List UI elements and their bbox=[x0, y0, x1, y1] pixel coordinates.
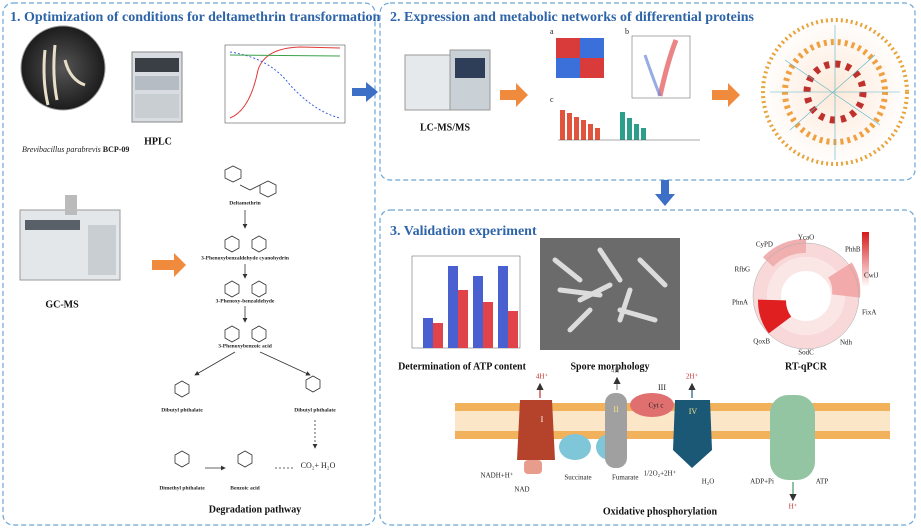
gcms-instrument bbox=[19, 195, 121, 281]
subpanel-letter: a bbox=[550, 27, 554, 36]
atp-bar-chart bbox=[411, 255, 521, 349]
gene-label: Ndh bbox=[840, 339, 853, 347]
arrow bbox=[152, 253, 186, 277]
protein-network bbox=[759, 16, 911, 168]
arrow bbox=[352, 82, 378, 102]
hplc-instrument bbox=[131, 51, 183, 123]
oxphos-title: Oxidative phosphorylation bbox=[603, 506, 718, 517]
heatmap bbox=[556, 38, 604, 78]
panel-border bbox=[379, 209, 916, 526]
gene-label: QoxB bbox=[753, 338, 770, 346]
molecules bbox=[174, 165, 321, 468]
fumarate: Fumarate bbox=[612, 474, 638, 482]
compound: 3-Phenoxy-benzaldehyde bbox=[216, 298, 275, 304]
cyt-c: Cyt c bbox=[649, 402, 664, 410]
compound: Dimethyl phthalate bbox=[159, 485, 205, 491]
nad: NAD bbox=[514, 486, 529, 494]
pathway-arrows bbox=[194, 210, 318, 471]
panel-border bbox=[2, 2, 376, 526]
sem-image bbox=[540, 238, 680, 350]
strain-label: Brevibacillus parabrevis BCP-09 bbox=[22, 145, 129, 154]
strain-species: Brevibacillus parabrevis bbox=[22, 145, 101, 154]
panel-title: 3. Validation experiment bbox=[390, 224, 537, 239]
gene-label: FixA bbox=[862, 309, 876, 317]
gene-label: CwlJ bbox=[864, 272, 879, 280]
complex-label: IV bbox=[689, 407, 698, 416]
proton-label: 4H⁺ bbox=[536, 373, 549, 381]
proton-label: 4H⁺ bbox=[611, 367, 624, 375]
compound: Benzoic acid bbox=[230, 485, 259, 491]
proton-label: 2H⁺ bbox=[686, 373, 699, 381]
compound: Dibutyl phthalate bbox=[294, 407, 336, 413]
nadh: NADH+H⁺ bbox=[481, 472, 514, 480]
oxygen: 1/2O₂+2H⁺ bbox=[644, 470, 677, 478]
compound: 3-Phenoxybenzoic acid bbox=[218, 343, 272, 349]
volcano-plot bbox=[631, 35, 691, 99]
atp: ATP bbox=[816, 478, 829, 486]
gene-label: PhnA bbox=[732, 299, 748, 307]
qpcr-label: RT-qPCR bbox=[785, 361, 828, 372]
oxphos-complexes bbox=[517, 393, 815, 480]
subpanel-letter: c bbox=[550, 95, 554, 104]
lcms-instrument bbox=[404, 49, 491, 111]
succinate: Succinate bbox=[564, 474, 591, 482]
pathway-label: Degradation pathway bbox=[209, 504, 302, 515]
proton-label: H⁺ bbox=[789, 503, 798, 511]
colorbar bbox=[862, 232, 869, 287]
arrow bbox=[500, 83, 528, 107]
compound: Dibutyl phthalate bbox=[161, 407, 203, 413]
petri-dish bbox=[20, 25, 106, 111]
water: H₂O bbox=[702, 478, 715, 486]
panel-title: 1. Optimization of conditions for deltam… bbox=[10, 10, 381, 25]
gene-label: CyPD bbox=[756, 241, 773, 249]
qpcr-donut bbox=[752, 239, 861, 350]
sem-label: Spore morphology bbox=[571, 361, 650, 372]
compound: 3-Phenoxybenzaldehyde cyanohydrin bbox=[201, 255, 289, 261]
gene-label: YcaO bbox=[798, 234, 814, 242]
subpanel-letter: b bbox=[625, 27, 629, 36]
gene-label: PhhB bbox=[845, 246, 861, 254]
compound: Deltamethrin bbox=[229, 200, 260, 206]
gene-label: RfbG bbox=[734, 266, 750, 274]
growth-chart bbox=[224, 44, 346, 124]
complex-label: III bbox=[658, 383, 666, 392]
proton-arrows bbox=[536, 376, 797, 502]
atp-label: Determination of ATP content bbox=[398, 361, 527, 372]
gcms-label: GC-MS bbox=[45, 299, 79, 310]
complex-label: I bbox=[541, 415, 544, 424]
arrow bbox=[712, 83, 740, 107]
compound: CO₂+ H₂O bbox=[301, 461, 336, 470]
panel-border bbox=[379, 2, 916, 181]
adp: ADP+Pi bbox=[750, 478, 774, 486]
hplc-label: HPLC bbox=[144, 136, 172, 147]
gene-label: SodC bbox=[798, 349, 814, 357]
arrow bbox=[655, 180, 675, 206]
strain-id: BCP-09 bbox=[103, 145, 130, 154]
complex-label: II bbox=[613, 405, 619, 414]
enrichment-bars bbox=[558, 110, 700, 141]
lcms-label: LC-MS/MS bbox=[420, 122, 470, 133]
panel-title: 2. Expression and metabolic networks of … bbox=[390, 10, 755, 25]
